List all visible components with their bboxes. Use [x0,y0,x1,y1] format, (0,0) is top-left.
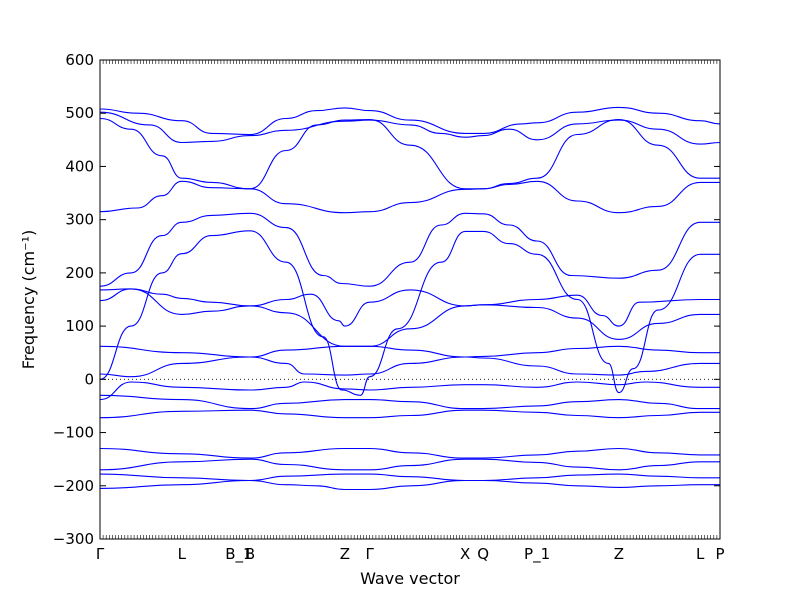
band-line-6 [99,230,720,396]
x-tick-label-6: Γ [366,545,375,563]
band-line-1 [99,106,721,136]
x-tick-label-5: Z [340,545,350,563]
band-line-5 [99,212,720,287]
y-tick-label: 300 [65,211,94,229]
x-axis-label: Wave vector [360,569,460,588]
x-tick-label-2: L [178,545,187,563]
band-line-14 [99,447,720,459]
band-line-10 [99,356,720,378]
y-tick-label: −300 [53,530,94,548]
band-line-17 [99,479,720,491]
y-tick-label: 600 [65,51,94,69]
x-tick-label-10: Z [614,545,624,563]
band-line-2 [99,111,721,145]
y-axis-ticks: −300 −200 −100 0 100 200 300 400 500 600 [53,51,720,548]
y-tick-label: 0 [84,370,94,388]
band-line-4 [99,180,720,214]
y-axis-label: Frequency (cm⁻¹) [19,230,38,369]
band-line-15 [99,458,720,471]
x-tick-label-9: P_1 [524,545,550,564]
x-tick-label-4: B [245,545,255,563]
x-tick-label-8: Q [477,545,489,563]
x-tick-label-7: X [460,545,470,563]
x-tick-label-11: L [696,545,705,563]
x-tick-label-12: P [715,545,724,563]
x-axis-ticks: Γ L B_1B Z Γ X Q P_1 Z L P [96,60,725,564]
band-line-11 [99,381,720,401]
y-tick-label: 200 [65,264,94,282]
y-tick-label: 100 [65,317,94,335]
y-tick-label: 400 [65,157,94,175]
band-lines [99,106,721,491]
band-line-8 [99,288,720,347]
x-tick-label-1: Γ [96,545,105,563]
band-line-9 [99,345,720,358]
y-tick-label: −200 [53,477,94,495]
band-line-12 [99,394,720,410]
y-tick-label: −100 [53,424,94,442]
band-line-13 [99,409,720,419]
band-line-7 [99,288,720,327]
band-line-3 [99,117,720,190]
x-tick-label-3: B_1 [225,545,252,564]
band-line-16 [99,473,720,482]
y-tick-label: 500 [65,104,94,122]
